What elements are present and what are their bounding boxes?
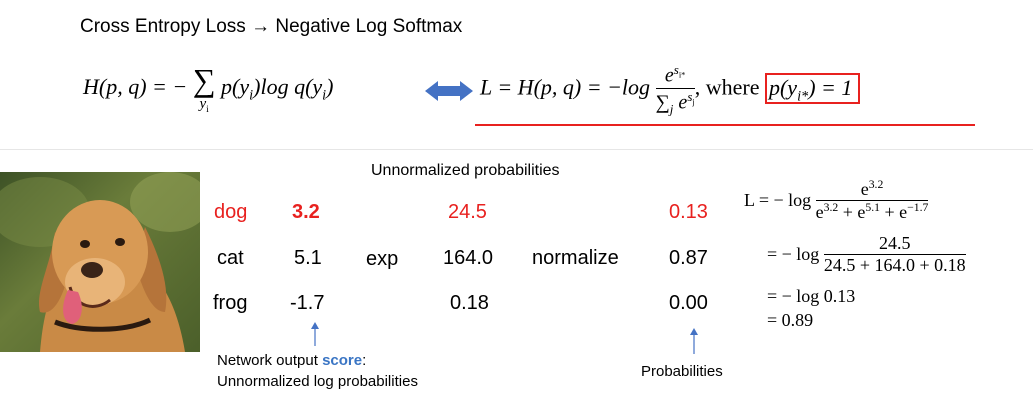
negative-log-softmax-formula: L = H(p, q) = −log esi* ∑j esj , where p…: [480, 62, 861, 117]
formula-body: p(yi)log q(yi): [221, 74, 334, 104]
score-arrow-icon: [311, 322, 319, 346]
formula-right-lhs: L = H(p, q) = −log: [480, 74, 651, 100]
op-normalize: normalize: [532, 247, 619, 269]
label-frog: frog: [213, 292, 248, 314]
label-dog: dog: [214, 201, 248, 223]
probabilities-caption: Probabilities: [641, 363, 723, 380]
score-cat: 5.1: [294, 247, 322, 269]
divider: [0, 149, 1033, 150]
page-title: Cross Entropy Loss → Negative Log Softma…: [80, 16, 463, 37]
prob-dog: 0.13: [669, 201, 708, 223]
loss-calc-line4: = 0.89: [767, 310, 814, 330]
boxed-condition: p(yi*) = 1: [764, 72, 861, 104]
dog-illustration: [0, 172, 200, 352]
cross-entropy-formula: H(p, q) = − ∑ yi p(yi)log q(yi): [83, 62, 334, 119]
loss-calc-line1: L = − log e3.2 e3.2 + e5.1 + e−1.7: [744, 178, 929, 222]
score-word: score: [322, 352, 363, 369]
dog-image: [0, 172, 200, 352]
sum-operator: ∑ yi: [192, 62, 216, 115]
score-caption: Network output score: Unnormalized log p…: [217, 352, 418, 390]
prob-cat: 0.87: [669, 247, 708, 269]
loss-calc-line3: = − log 0.13: [767, 286, 856, 306]
score-dog: 3.2: [292, 201, 320, 223]
formula-underline: [475, 124, 975, 126]
probabilities-arrow-icon: [690, 328, 698, 354]
op-exp: exp: [366, 248, 399, 270]
formula-lhs: H(p, q) = −: [83, 74, 188, 99]
double-arrow-icon: [425, 81, 473, 101]
exp-dog: 24.5: [448, 201, 487, 223]
score-frog: -1.7: [290, 292, 325, 314]
where-label: where: [705, 74, 760, 100]
exp-frog: 0.18: [450, 292, 489, 314]
label-cat: cat: [217, 247, 244, 269]
loss-calc-line2: = − log 24.5 24.5 + 164.0 + 0.18: [767, 233, 966, 275]
softmax-fraction: esi* ∑j esj: [655, 62, 695, 117]
unnormalized-probabilities-header: Unnormalized probabilities: [371, 162, 560, 179]
exp-cat: 164.0: [443, 247, 494, 269]
prob-frog: 0.00: [669, 292, 708, 314]
